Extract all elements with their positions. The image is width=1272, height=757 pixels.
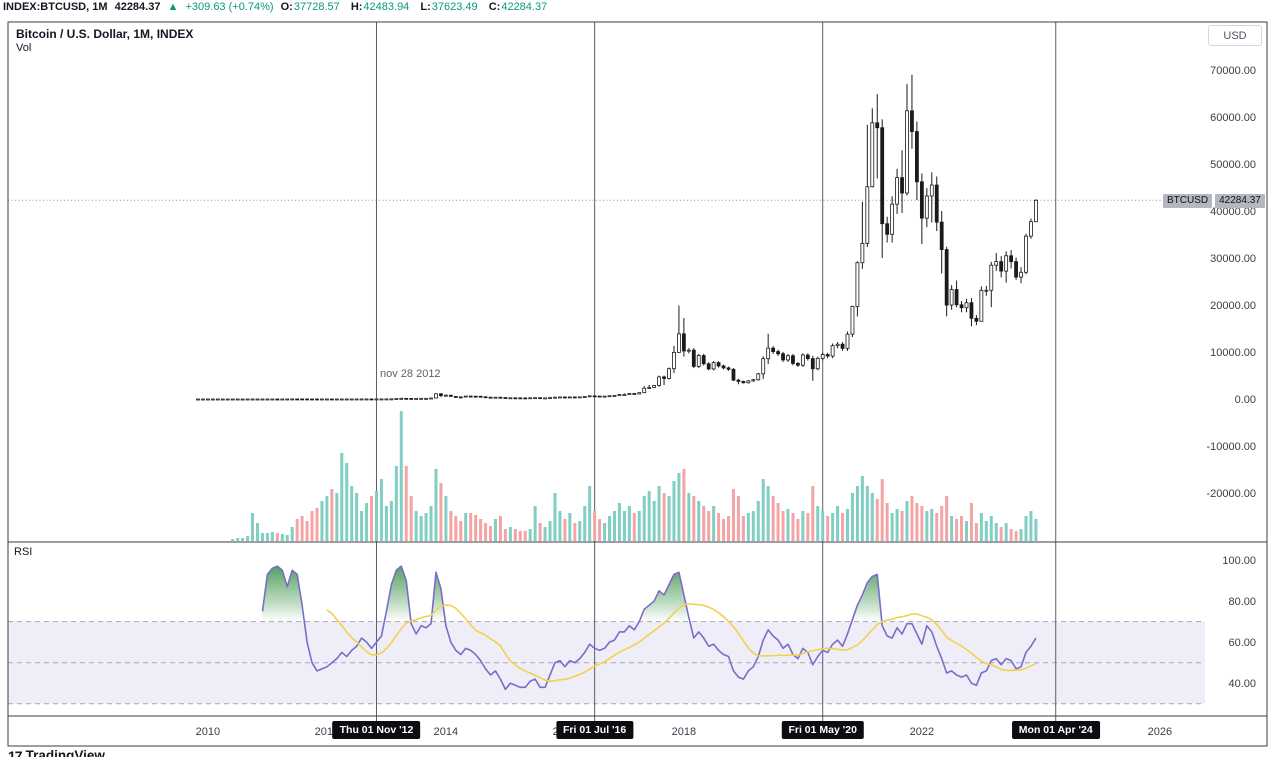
rsi-tick-label: 80.00 (1228, 596, 1256, 608)
price-tick-label: 60000.00 (1210, 112, 1256, 124)
tradingview-logo-text: TradingView (25, 748, 105, 757)
year-label: 2022 (910, 726, 934, 738)
close-value: 42284.37 (501, 1, 548, 13)
chart-legend-title[interactable]: Bitcoin / U.S. Dollar, 1M, INDEX (16, 27, 194, 41)
price-tick-label: 50000.00 (1210, 159, 1256, 171)
overbought-region (384, 566, 411, 622)
halving-date-chip: Fri 01 May '20 (781, 721, 864, 739)
close-label: C: (488, 1, 501, 13)
volume-bars (231, 411, 1038, 541)
currency-toggle-button[interactable]: USD (1208, 25, 1262, 46)
candles (196, 74, 1038, 401)
overbought-region (639, 572, 690, 622)
volume-indicator-label[interactable]: Vol (16, 42, 32, 54)
halving-annotation: nov 28 2012 (380, 368, 441, 380)
halving-date-chip: Thu 01 Nov '12 (332, 721, 421, 739)
low-label: L: (420, 1, 431, 13)
pane-frame (7, 21, 1268, 747)
rsi-band (8, 621, 1205, 705)
price-change: +309.63 (+0.74%) (185, 1, 274, 13)
year-label: 2014 (434, 726, 458, 738)
price-tick-label: 20000.00 (1210, 300, 1256, 312)
symbol-name: INDEX:BTCUSD, 1M (3, 1, 108, 13)
last-price: 42284.37 (114, 1, 161, 13)
up-arrow-icon: ▲ (167, 1, 179, 13)
price-scale[interactable] (1207, 22, 1267, 716)
low-value: 37623.49 (431, 1, 478, 13)
price-tick-label: 40000.00 (1210, 206, 1256, 218)
halving-date-chip: Mon 01 Apr '24 (1011, 721, 1100, 739)
tradingview-logo-mark: 17 (8, 748, 23, 757)
reference-lines (8, 22, 1163, 722)
rsi-overbought-fill (262, 566, 882, 622)
last-price-axis-label: BTCUSD 42284.37 (1163, 194, 1265, 208)
price-tick-label: 0.00 (1235, 394, 1256, 406)
high-label: H: (350, 1, 363, 13)
pane-separator-handle[interactable] (8, 538, 1267, 546)
price-tick-label: -10000.00 (1206, 441, 1256, 453)
price-tick-label: 70000.00 (1210, 65, 1256, 77)
year-label: 2010 (196, 726, 220, 738)
rsi-tick-label: 60.00 (1228, 637, 1256, 649)
halving-date-chip: Fri 01 Jul '16 (556, 721, 634, 739)
price-tick-label: 30000.00 (1210, 253, 1256, 265)
tradingview-logo[interactable]: 17 TradingView (8, 748, 105, 757)
symbol-ohlc-bar: INDEX:BTCUSD, 1M 42284.37 ▲ +309.63 (+0.… (3, 1, 555, 13)
rsi-tick-label: 40.00 (1228, 678, 1256, 690)
time-scale[interactable] (8, 716, 1267, 746)
rsi-indicator-label[interactable]: RSI (14, 546, 33, 558)
overbought-region (851, 574, 882, 622)
open-label: O: (280, 1, 293, 13)
price-label-value: 42284.37 (1215, 194, 1265, 208)
overbought-region (431, 572, 446, 622)
overbought-region (262, 566, 305, 622)
price-label-symbol: BTCUSD (1163, 194, 1213, 208)
price-tick-label: -20000.00 (1206, 488, 1256, 500)
year-label: 2018 (672, 726, 696, 738)
rsi-tick-label: 100.00 (1222, 555, 1256, 567)
rsi-lines (261, 565, 1037, 691)
high-value: 42483.94 (363, 1, 410, 13)
price-tick-label: 10000.00 (1210, 347, 1256, 359)
open-value: 37728.57 (293, 1, 340, 13)
year-label: 2026 (1148, 726, 1172, 738)
